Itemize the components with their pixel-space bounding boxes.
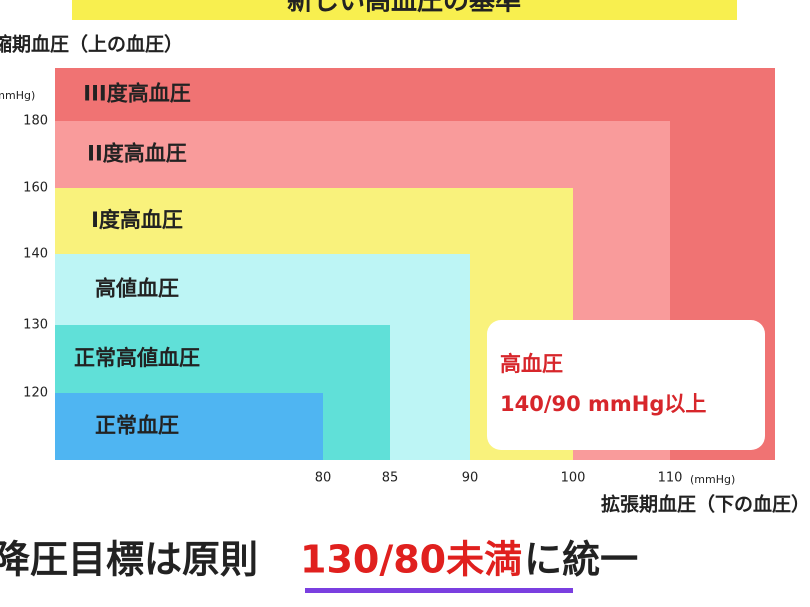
region: [55, 393, 323, 460]
y-tick-label: 180: [23, 114, 48, 129]
y-tick-label: 160: [23, 181, 48, 196]
x-tick-label: 110: [658, 471, 683, 486]
caption-underline: [305, 588, 573, 593]
caption-highlight: 130/80未満: [300, 538, 522, 582]
y-tick-label: 140: [23, 247, 48, 262]
x-axis-title: 拡張期血圧（下の血圧）: [601, 493, 810, 516]
region-label: II度高血圧: [87, 142, 187, 166]
x-tick-label: 85: [382, 471, 399, 486]
y-axis-title: 収縮期血圧（上の血圧）: [0, 33, 183, 56]
x-tick-label: 90: [462, 471, 479, 486]
title-banner: [72, 0, 737, 20]
region-label: 正常血圧: [95, 414, 179, 438]
callout-title: 高血圧: [500, 352, 563, 376]
callout-text: 140/90 mmHg以上: [500, 392, 706, 416]
x-unit: (mmHg): [690, 473, 735, 486]
region-label: I度高血圧: [91, 208, 183, 232]
x-tick-label: 80: [315, 471, 332, 486]
y-unit: (mmHg): [0, 89, 35, 102]
chart-title: 新しい高血圧の基準: [287, 0, 521, 17]
callout-box: [487, 320, 765, 450]
caption-before: 降圧目標は原則: [0, 538, 258, 582]
caption-after: に統一: [524, 538, 638, 582]
region-label: 正常高値血圧: [74, 346, 200, 370]
y-tick-label: 130: [23, 318, 48, 333]
y-tick-label: 120: [23, 386, 48, 401]
x-tick-label: 100: [561, 471, 586, 486]
region-label: 高値血圧: [95, 277, 179, 301]
region-label: III度高血圧: [83, 82, 190, 106]
